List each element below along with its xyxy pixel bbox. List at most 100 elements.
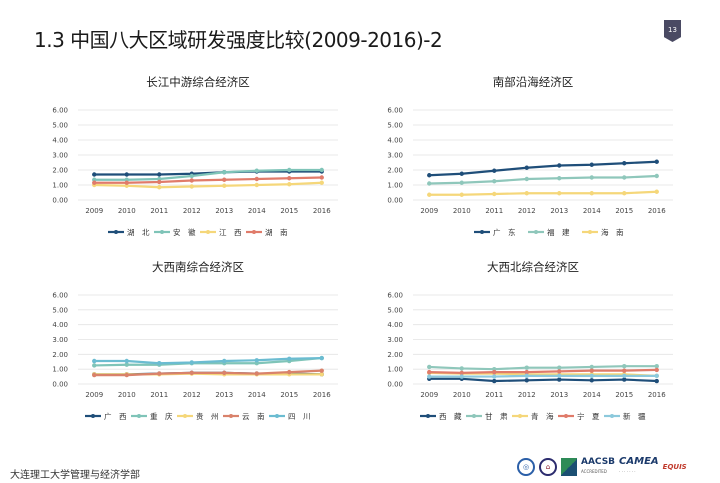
data-point — [222, 170, 227, 175]
data-point — [654, 378, 659, 384]
data-point — [589, 378, 594, 383]
series-line — [94, 170, 322, 176]
data-point — [254, 358, 259, 363]
legend-item: 安 徽 — [154, 227, 196, 237]
legend-item: 新 疆 — [604, 411, 646, 421]
dlut-seal-logo: ◎ — [517, 458, 535, 476]
data-point — [157, 172, 162, 177]
x-tick-label: 2013 — [550, 391, 568, 399]
legend-marker — [91, 414, 95, 418]
legend-label: 江 西 — [219, 228, 242, 237]
x-tick-label: 2010 — [453, 207, 471, 215]
data-point — [157, 179, 162, 185]
data-point — [524, 373, 529, 379]
legend-marker — [534, 230, 538, 234]
y-tick-label: 1.00 — [52, 182, 68, 190]
x-tick-label: 2016 — [313, 391, 331, 399]
x-tick-label: 2013 — [550, 207, 568, 215]
data-point — [654, 173, 659, 179]
data-point — [254, 176, 259, 182]
legend-label: 青 海 — [531, 411, 554, 421]
x-tick-label: 2016 — [313, 207, 331, 215]
data-point — [92, 372, 97, 378]
data-point — [124, 172, 129, 177]
y-tick-label: 0.00 — [387, 381, 403, 389]
y-tick-label: 1.00 — [52, 366, 68, 374]
data-point — [492, 179, 497, 184]
data-point — [622, 161, 627, 166]
y-tick-label: 0.00 — [387, 197, 403, 205]
data-point — [589, 162, 594, 167]
x-tick-label: 2011 — [150, 391, 168, 399]
series-1 — [92, 167, 324, 182]
data-point — [124, 180, 129, 185]
data-point — [222, 183, 227, 188]
series-line — [94, 369, 322, 377]
data-point — [92, 363, 97, 368]
series-line — [429, 374, 657, 378]
legend-marker — [472, 414, 476, 418]
equis-logo: EQUIS — [662, 463, 687, 471]
data-point — [427, 173, 432, 178]
data-point — [124, 372, 129, 378]
data-point — [524, 165, 529, 170]
x-tick-label: 2014 — [248, 391, 266, 399]
y-tick-label: 2.00 — [52, 167, 68, 175]
legend-marker — [229, 414, 233, 418]
data-point — [189, 178, 194, 183]
legend-marker — [564, 414, 568, 418]
legend-item: 宁 夏 — [558, 411, 600, 421]
series-line — [429, 377, 657, 383]
x-tick-label: 2016 — [648, 391, 666, 399]
x-tick-label: 2011 — [485, 391, 503, 399]
y-tick-label: 4.00 — [387, 137, 403, 145]
data-point — [427, 181, 432, 186]
series-3 — [92, 175, 324, 185]
legend-marker — [114, 230, 118, 234]
chart-title: 大西北综合经济区 — [487, 260, 579, 274]
x-tick-label: 2009 — [420, 207, 438, 215]
legend-label: 安 徽 — [173, 227, 196, 237]
y-tick-label: 3.00 — [52, 152, 68, 160]
legend-marker — [426, 414, 430, 418]
legend-label: 四 川 — [288, 412, 311, 421]
data-point — [654, 189, 659, 194]
series-3 — [92, 368, 324, 378]
chart-title: 南部沿海经济区 — [493, 75, 574, 89]
y-tick-label: 4.00 — [52, 321, 68, 329]
legend-item: 福 建 — [528, 227, 570, 237]
series-line — [429, 190, 657, 196]
data-point — [492, 168, 497, 173]
y-tick-label: 6.00 — [52, 292, 68, 300]
x-tick-label: 2014 — [248, 207, 266, 215]
data-point — [157, 185, 162, 190]
x-tick-label: 2010 — [118, 391, 136, 399]
data-point — [557, 163, 562, 168]
legend-marker — [588, 230, 592, 234]
legend-item: 湖 北 — [108, 228, 150, 237]
data-point — [189, 370, 194, 376]
legend-label: 福 建 — [547, 227, 570, 237]
y-tick-label: 5.00 — [387, 306, 403, 314]
aacsb-logo: AACSB ACCREDITED — [581, 457, 616, 475]
legend-label: 西 藏 — [439, 411, 462, 421]
legend-label: 湖 南 — [265, 227, 288, 237]
data-point — [287, 369, 292, 375]
data-point — [427, 364, 432, 370]
footer-department: 大连理工大学管理与经济学部 — [10, 470, 140, 481]
series-line — [94, 356, 322, 365]
series-line — [429, 160, 657, 177]
x-tick-label: 2009 — [85, 207, 103, 215]
legend-marker — [183, 414, 187, 418]
slide-title: 1.3 中国八大区域研发强度比较(2009-2016)-2 — [34, 28, 443, 52]
series-4 — [92, 355, 324, 366]
data-point — [92, 172, 97, 177]
legend-item: 广 东 — [474, 227, 516, 237]
chart-title: 长江中游综合经济区 — [146, 75, 250, 89]
y-tick-label: 5.00 — [52, 306, 68, 314]
legend-label: 宁 夏 — [577, 411, 600, 421]
legend-marker — [518, 414, 522, 418]
y-tick-label: 1.00 — [387, 182, 403, 190]
data-point — [459, 366, 464, 371]
legend-item: 甘 肃 — [466, 411, 508, 421]
